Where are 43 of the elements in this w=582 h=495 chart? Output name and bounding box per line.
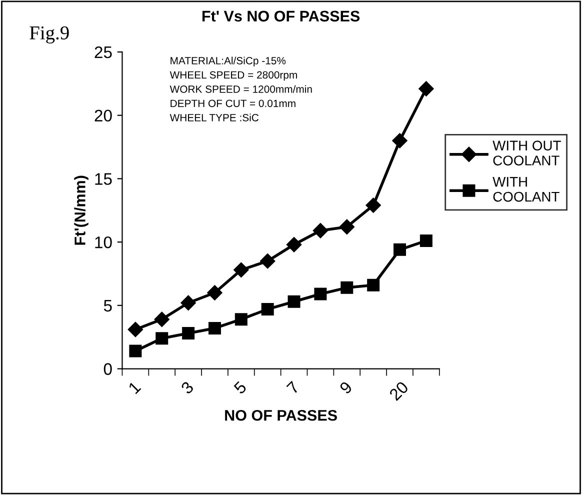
y-tick-label: 20 [94,110,112,122]
point [392,133,408,148]
point [420,234,432,248]
x-axis-title: NO OF PASSES [225,410,337,421]
point [128,322,144,338]
y-tick-label: 10 [95,236,112,248]
x-tick-label: 20 [388,380,410,402]
y-tick-label: 15 [95,173,112,185]
point [394,243,406,256]
point [340,281,354,294]
point [180,295,196,310]
point [418,81,434,96]
point [208,322,221,334]
point [207,285,222,300]
chart-title: Ft' Vs NO OF PASSES [202,10,360,22]
y-tick-label: 25 [94,46,112,58]
point [234,262,249,278]
point [260,253,276,269]
point [314,288,327,300]
point [288,295,300,308]
x-tick-label: 1 [128,380,142,394]
point [129,344,142,358]
point [261,302,274,316]
x-tick-label: 3 [180,380,194,395]
y-tick-label: 5 [104,300,112,312]
legend-label: WITH COOLANT [492,177,560,202]
point [234,313,248,326]
x-tick-label: 9 [338,380,353,395]
x-tick-label: 5 [233,380,248,395]
point [156,332,168,345]
x-tick-label: 7 [286,380,300,394]
legend-label: WITH OUT COOLANT [492,140,561,166]
point [286,237,302,252]
point [154,312,170,327]
point [366,198,381,213]
point [312,223,328,238]
y-tick-label: 0 [104,363,112,375]
point [367,278,380,292]
point [339,219,354,234]
annotation: MATERIAL:Al/SiCp -15% WHEEL SPEED = 2800rpm WORK SPEED = 1200mm/min DEPTH OF CUT = 0.01mm WHEEL TYPE :SiC [170,56,312,122]
y-axis-title: Ft'(N/mm) [74,176,88,245]
point [182,327,195,340]
caption: Fig.9 [30,26,69,44]
